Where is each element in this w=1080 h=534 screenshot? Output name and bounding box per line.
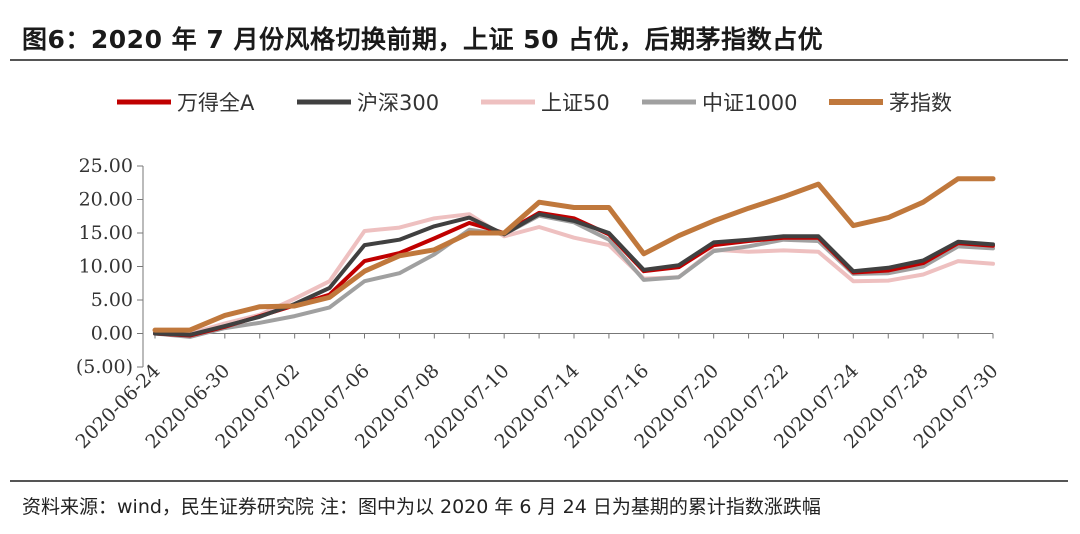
chart-title: 图6：2020 年 7 月份风格切换前期，上证 50 占优，后期茅指数占优: [22, 25, 824, 54]
source-note: 资料来源：wind，民生证券研究院 注：图中为以 2020 年 6 月 24 日…: [22, 496, 821, 518]
legend-item-2: 沪深300: [297, 91, 439, 115]
x-axis: 2020-06-242020-06-302020-07-022020-07-06…: [72, 333, 1003, 453]
series-line-3: [153, 212, 995, 336]
series-line-5: [152, 176, 996, 333]
legend-label: 万得全A: [177, 91, 255, 115]
y-tick-label: 15.00: [79, 222, 133, 244]
y-tick-label: (5.00): [76, 356, 133, 378]
legend-label: 茅指数: [889, 91, 952, 115]
legend-label: 上证50: [541, 91, 610, 115]
legend-item-5: 茅指数: [829, 91, 952, 115]
legend-item-1: 万得全A: [117, 91, 255, 115]
y-tick-label: 5.00: [91, 289, 133, 311]
legend-label: 沪深300: [357, 91, 439, 115]
series-line-4: [153, 213, 995, 339]
chart-area: 万得全A 沪深300 上证50 中证1000 茅指数 25.00 20.00 15.00 10…: [72, 91, 1003, 453]
legend-item-4: 中证1000: [642, 91, 797, 115]
series-group: [152, 176, 996, 339]
y-tick-label: 20.00: [79, 189, 133, 211]
y-tick-label: 10.00: [79, 256, 133, 278]
y-tick-label: 25.00: [79, 155, 133, 177]
top-rule: [10, 59, 1068, 61]
legend-item-3: 上证50: [481, 91, 610, 115]
legend-label: 中证1000: [702, 91, 797, 115]
y-tick-label: 0.00: [91, 323, 133, 345]
bottom-rule: [10, 480, 1068, 482]
y-axis: 25.00 20.00 15.00 10.00 5.00 0.00 (5.00): [76, 155, 144, 378]
legend: 万得全A 沪深300 上证50 中证1000 茅指数: [117, 91, 952, 115]
